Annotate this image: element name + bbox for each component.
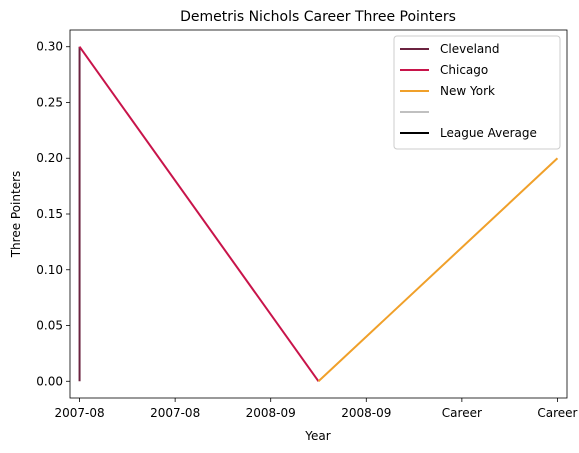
x-tick-label: 2008-09 xyxy=(246,406,296,420)
legend-box xyxy=(393,35,561,150)
legend-label: New York xyxy=(440,84,495,98)
x-tick-label: 2008-09 xyxy=(341,406,391,420)
series-line-1 xyxy=(78,46,320,382)
plot-lines xyxy=(78,46,559,383)
y-tick-label: 0.20 xyxy=(36,151,63,165)
chart-title: Demetris Nichols Career Three Pointers xyxy=(180,9,456,25)
legend-label: Chicago xyxy=(440,63,488,77)
y-tick-label: 0.00 xyxy=(36,374,63,388)
y-axis-label: Three Pointers xyxy=(9,171,23,259)
y-tick-label: 0.10 xyxy=(36,263,63,277)
legend: Cleveland Chicago New York League Average xyxy=(393,35,561,150)
y-tick-label: 0.05 xyxy=(36,319,63,333)
series-line-2 xyxy=(317,157,559,383)
legend-label: Cleveland xyxy=(440,42,500,56)
y-tick-label: 0.30 xyxy=(36,40,63,54)
y-tick-label: 0.25 xyxy=(36,95,63,109)
x-tick-label: Career xyxy=(537,406,577,420)
x-tick-label: 2007-08 xyxy=(54,406,104,420)
legend-label: League Average xyxy=(440,126,537,140)
x-tick-label: 2007-08 xyxy=(150,406,200,420)
x-tick-label: Career xyxy=(442,406,482,420)
y-tick-label: 0.15 xyxy=(36,207,63,221)
x-axis-label: Year xyxy=(304,429,330,443)
y-axis: 0.00 0.05 0.10 0.15 0.20 0.25 0.30 xyxy=(36,40,70,388)
x-axis: 2007-08 2007-08 2008-09 2008-09 Career Career xyxy=(54,398,578,420)
